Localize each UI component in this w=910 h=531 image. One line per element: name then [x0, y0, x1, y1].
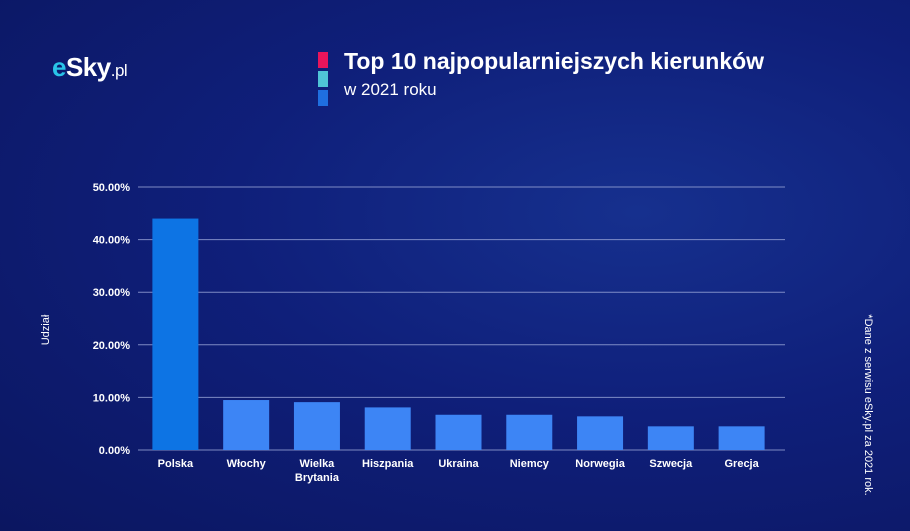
- y-tick-label: 50.00%: [93, 182, 131, 194]
- bar: [293, 402, 340, 450]
- x-tick-label: Polska: [158, 458, 194, 470]
- marker-cyan: [318, 71, 328, 87]
- x-tick-label: Ukraina: [438, 458, 479, 470]
- x-tick-label: Wielka Brytania: [295, 458, 340, 484]
- title-markers: [318, 52, 328, 109]
- bar: [435, 414, 482, 450]
- bar: [577, 416, 624, 450]
- y-tick-label: 10.00%: [93, 392, 131, 404]
- bar: [152, 218, 199, 450]
- logo-suffix: .pl: [110, 61, 128, 80]
- chart-title: Top 10 najpopularniejszych kierunków: [344, 48, 765, 74]
- bar: [718, 426, 765, 450]
- chart-subtitle: w 2021 roku: [344, 80, 437, 99]
- marker-blue: [318, 90, 328, 106]
- esky-logo: eSky.pl: [52, 52, 128, 83]
- marker-pink: [318, 52, 328, 68]
- y-tick-label: 30.00%: [93, 287, 131, 299]
- y-tick-label: 20.00%: [93, 340, 131, 352]
- bar: [364, 407, 411, 450]
- logo-main: Sky: [65, 52, 111, 82]
- bar: [647, 426, 694, 450]
- x-tick-label: Niemcy: [510, 458, 550, 470]
- logo-prefix: e: [52, 52, 66, 82]
- x-tick-label: Hiszpania: [362, 458, 414, 470]
- bar: [506, 414, 553, 450]
- x-tick-label: Grecja: [724, 458, 759, 470]
- x-tick-label: Włochy: [227, 458, 267, 470]
- x-tick-label: Norwegia: [575, 458, 625, 470]
- bar: [223, 400, 270, 450]
- x-tick-label: Szwecja: [649, 458, 693, 470]
- y-tick-label: 0.00%: [99, 445, 130, 457]
- y-tick-label: 40.00%: [93, 235, 131, 247]
